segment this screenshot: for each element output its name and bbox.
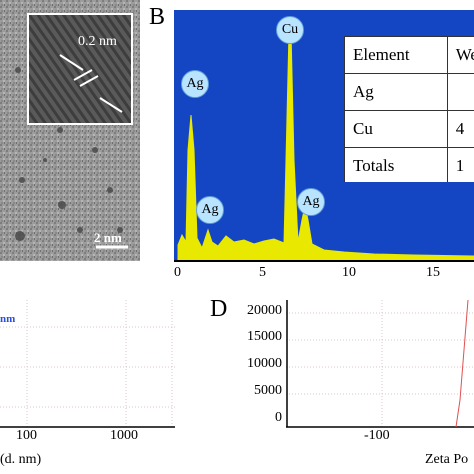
table-cell: Cu [344, 110, 448, 148]
eds-x-axis [174, 260, 474, 262]
size-distribution-panel: nm [0, 300, 175, 428]
eds-composition-table: Element Wei Ag Cu 4 Totals 1 [344, 36, 474, 182]
size-x-tick-label: 100 [16, 428, 37, 443]
eds-x-tick-label: 0 [174, 265, 181, 280]
table-header-row: Element Wei [344, 36, 474, 74]
nanoparticles [15, 67, 123, 241]
spectrum-trace [177, 31, 474, 260]
peak-label-ag-high: Ag [297, 188, 325, 216]
table-header-cell: Element [344, 36, 448, 74]
zeta-y-tick-label: 20000 [247, 303, 282, 318]
peak-label-ag-low: Ag [196, 196, 224, 224]
zeta-potential-panel [286, 299, 474, 428]
zeta-x-tick-label: -100 [364, 428, 390, 443]
inset-scale-label: 0.2 nm [78, 34, 117, 49]
grid-lines [286, 300, 474, 428]
table-header-cell: Wei [446, 36, 474, 74]
eds-table-container: Element Wei Ag Cu 4 Totals 1 [344, 36, 474, 182]
peak-label-ag-main: Ag [181, 70, 209, 98]
size-x-axis-label: (d. nm) [0, 452, 42, 467]
table-cell: Ag [344, 73, 448, 111]
zeta-x-axis-label: Zeta Po [425, 452, 469, 467]
eds-x-tick-label: 15 [426, 265, 440, 280]
lattice-spacing-marker [59, 54, 123, 113]
panel-b-letter: B [149, 4, 166, 30]
zeta-y-tick-label: 0 [275, 410, 282, 425]
size-x-tick-label: 1000 [110, 428, 138, 443]
table-cell: Totals [344, 147, 448, 182]
panel-d-letter: D [210, 296, 228, 322]
table-row: Cu 4 [344, 110, 474, 148]
tem-image [0, 0, 140, 261]
zeta-y-tick-label: 10000 [247, 356, 282, 371]
table-row: Totals 1 [344, 147, 474, 182]
table-row: Ag [344, 73, 474, 111]
table-cell: 1 [446, 147, 474, 182]
table-cell [446, 73, 474, 111]
eds-spectrum-plot [177, 31, 474, 260]
zeta-potential-plot [286, 299, 474, 428]
size-unit-fragment: nm [0, 313, 16, 325]
table-cell: 4 [446, 110, 474, 148]
eds-x-tick-label: 10 [342, 265, 356, 280]
zeta-y-tick-label: 15000 [247, 329, 282, 344]
tem-micrograph-panel: 0.2 nm 2 nm [0, 0, 140, 261]
zeta-y-tick-label: 5000 [254, 383, 282, 398]
size-distribution-plot [0, 300, 175, 428]
grid-lines [0, 300, 175, 428]
eds-x-tick-label: 5 [259, 265, 266, 280]
zeta-curve [455, 299, 469, 428]
scale-label: 2 nm [94, 230, 122, 245]
peak-label-cu: Cu [276, 16, 304, 44]
